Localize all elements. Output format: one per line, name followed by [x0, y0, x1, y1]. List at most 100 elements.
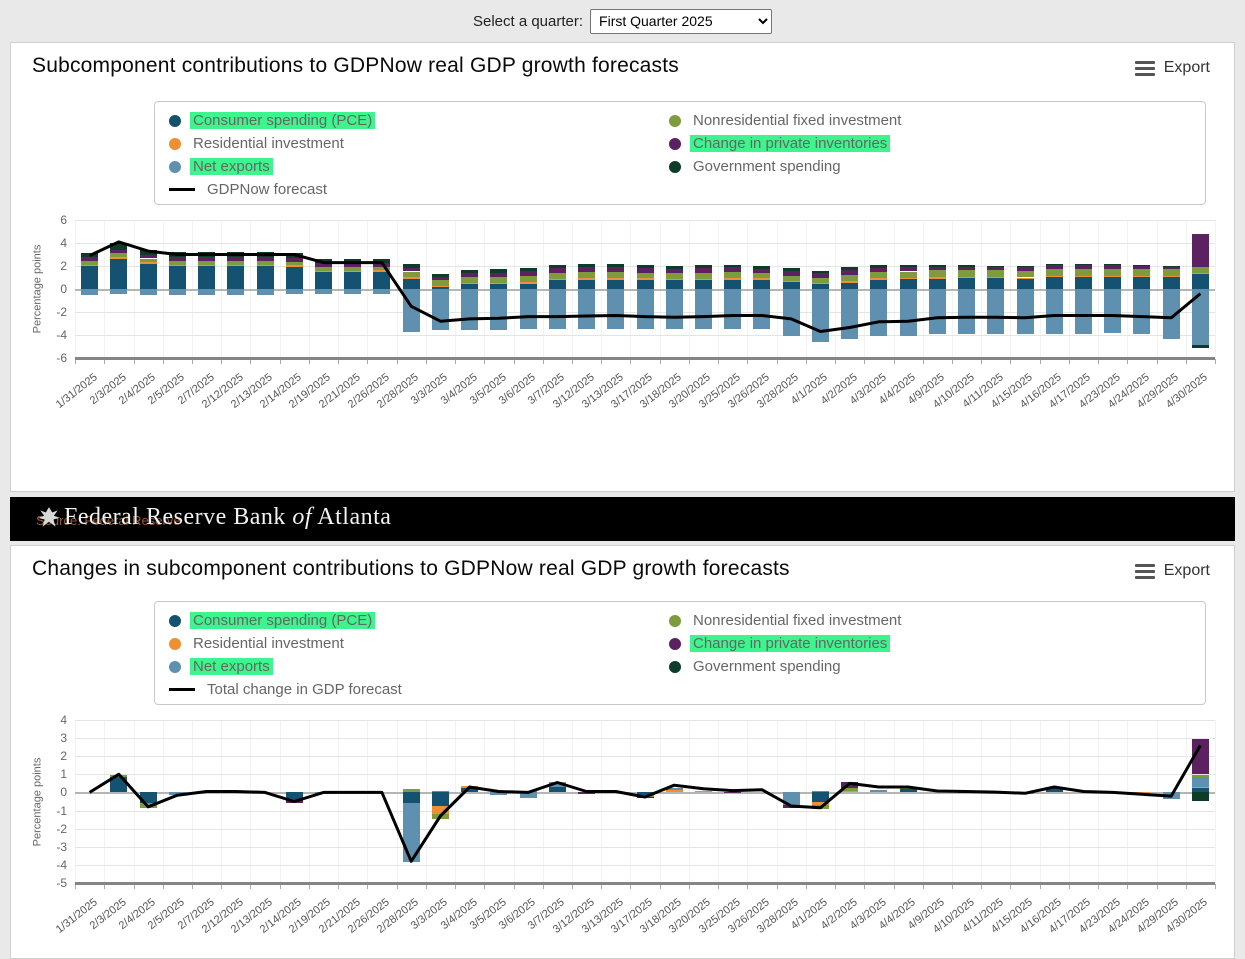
legend-item-label: Net exports	[190, 658, 273, 675]
bar-segment	[811, 278, 829, 284]
bar-segment	[285, 257, 303, 262]
x-axis-tick	[221, 884, 223, 889]
bar-segment	[899, 271, 917, 278]
legend-item[interactable]: Nonresidential fixed investment	[669, 111, 904, 130]
legend-item[interactable]: Net exports	[169, 657, 669, 676]
bar-segment	[1075, 264, 1092, 266]
x-axis-tick	[630, 359, 632, 364]
y-axis-tick-label: 2	[60, 259, 67, 273]
bar-segment	[1133, 276, 1151, 278]
bar-segment	[607, 289, 625, 330]
bar-segment	[665, 268, 683, 274]
bar-segment	[607, 272, 625, 279]
bar-segment	[841, 281, 859, 283]
bar-segment	[665, 280, 683, 289]
legend-item[interactable]: Government spending	[669, 157, 904, 176]
x-axis-tick	[1156, 359, 1158, 364]
bar-segment	[899, 265, 917, 268]
bar-segment	[490, 269, 508, 273]
legend-item[interactable]: Nonresidential fixed investment	[669, 611, 904, 630]
x-axis-tick	[659, 359, 661, 364]
bar-segment	[636, 264, 654, 269]
bar-segment	[461, 283, 479, 285]
legend-item[interactable]: Consumer spending (PCE)	[169, 611, 669, 630]
bar-segment	[987, 265, 1005, 267]
legend-item[interactable]: GDPNow forecast	[169, 180, 669, 199]
bar-segment	[870, 265, 888, 269]
x-axis-tick	[776, 884, 778, 889]
bar-segment	[958, 266, 975, 271]
x-axis-tick	[1127, 359, 1129, 364]
bar-segment	[1191, 776, 1209, 787]
legend-item[interactable]: Residential investment	[169, 634, 669, 653]
bar-segment	[1133, 265, 1151, 266]
export-button[interactable]: Export	[1134, 59, 1210, 77]
x-axis-tick	[308, 884, 310, 889]
bar-segment	[753, 265, 771, 269]
export-button[interactable]: Export	[1134, 562, 1210, 580]
x-axis-tick	[864, 359, 866, 364]
bar-segment	[198, 257, 215, 262]
vertical-gridline	[513, 720, 515, 883]
vertical-gridline	[630, 720, 632, 883]
bar-segment	[402, 278, 420, 289]
bar-segment	[782, 280, 800, 283]
bar-segment	[1075, 276, 1092, 290]
legend-item[interactable]: Government spending	[669, 657, 904, 676]
vertical-gridline	[1215, 720, 1216, 883]
x-axis-tick	[835, 359, 836, 364]
x-axis-tick	[513, 359, 515, 364]
bar-segment	[402, 264, 420, 269]
x-axis-tick	[367, 884, 369, 889]
bar-segment	[1162, 289, 1180, 339]
bar-segment	[753, 277, 771, 280]
bar-segment	[987, 278, 1005, 289]
quarter-select[interactable]: First Quarter 2025	[590, 8, 773, 34]
vertical-gridline	[1215, 220, 1216, 358]
bar-segment	[548, 280, 566, 289]
bar-segment	[753, 272, 771, 278]
legend-item[interactable]: Change in private inventories	[669, 634, 904, 653]
x-axis-tick	[513, 884, 515, 889]
bar-segment	[139, 255, 157, 259]
x-axis-tick	[221, 359, 223, 364]
bar-segment	[1191, 273, 1209, 275]
bar-segment	[461, 277, 479, 284]
bar-segment	[490, 289, 508, 331]
x-axis-tick	[75, 359, 76, 364]
x-axis-tick	[542, 359, 544, 364]
bar-segment	[958, 277, 975, 279]
bar-segment	[431, 806, 449, 815]
bar-segment	[373, 270, 391, 272]
bar-segment	[870, 272, 888, 279]
source-watermark: Source: Federal Reserve	[36, 513, 181, 528]
bar-segment	[519, 283, 537, 289]
legend-item[interactable]: Change in private inventories	[669, 134, 904, 153]
bar-segment	[344, 272, 362, 289]
bar-segment	[1016, 278, 1034, 289]
legend-item[interactable]: Net exports	[169, 157, 669, 176]
atlanta-fed-banner: Source: Federal Reserve Federal Reserve …	[10, 497, 1235, 541]
legend-item[interactable]: Total change in GDP forecast	[169, 680, 669, 699]
bar-segment	[81, 289, 99, 295]
bar-segment	[1104, 275, 1122, 277]
gridline	[75, 720, 1215, 721]
vertical-gridline	[1098, 720, 1100, 883]
bar-segment	[811, 802, 829, 805]
bar-segment	[227, 264, 245, 266]
bar-segment	[870, 279, 888, 289]
x-axis-tick	[747, 884, 749, 889]
bar-segment	[110, 249, 128, 254]
legend-item[interactable]: Residential investment	[169, 134, 669, 153]
legend-item[interactable]: Consumer spending (PCE)	[169, 111, 669, 130]
x-axis-tick	[1215, 884, 1216, 889]
vertical-gridline	[1039, 720, 1041, 883]
bar-segment	[1104, 268, 1122, 276]
bar-segment	[431, 287, 449, 289]
bar-segment	[724, 267, 742, 272]
bar-segment	[344, 267, 362, 271]
bar-segment	[724, 279, 742, 289]
export-menu-icon	[1134, 60, 1155, 76]
bar-segment	[1133, 266, 1151, 270]
bar-segment	[1104, 265, 1122, 269]
